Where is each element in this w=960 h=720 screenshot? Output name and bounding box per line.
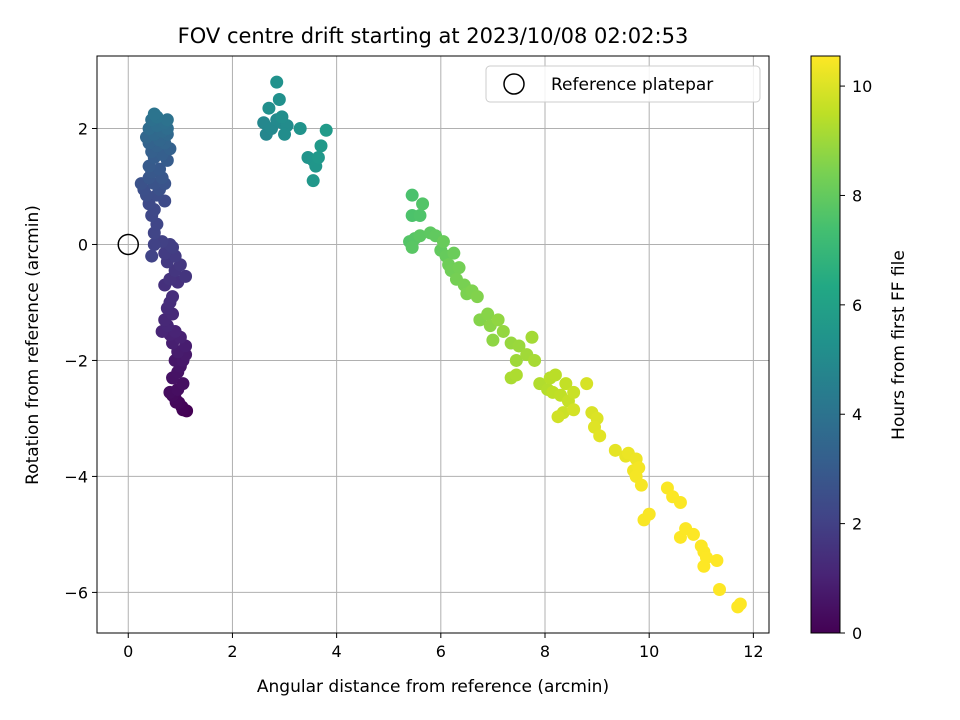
data-points <box>134 75 747 614</box>
y-axis-label: Rotation from reference (arcmin) <box>23 205 43 485</box>
data-point <box>567 385 581 399</box>
data-point <box>405 188 419 202</box>
x-tick-label: 6 <box>436 642 446 661</box>
x-tick-label: 2 <box>227 642 237 661</box>
colorbar-label: Hours from first FF file <box>889 250 909 440</box>
y-tick-label: 2 <box>78 119 88 138</box>
data-point <box>293 121 307 135</box>
data-point <box>509 368 523 382</box>
colorbar-tick-label: 8 <box>852 186 862 205</box>
data-point <box>436 235 450 249</box>
data-point <box>697 559 711 573</box>
y-tick-label: −4 <box>64 467 88 486</box>
data-point <box>525 330 539 344</box>
data-point <box>311 150 325 164</box>
data-point <box>153 162 167 176</box>
legend-marker-icon <box>503 73 525 95</box>
data-point <box>270 75 284 89</box>
grid-lines <box>97 56 769 633</box>
y-tick-label: −6 <box>64 583 88 602</box>
colorbar-tick-label: 6 <box>852 296 862 315</box>
colorbar-gradient <box>810 55 841 634</box>
data-point <box>593 429 607 443</box>
y-axis-ticks: −6 −4 −2 0 2 <box>64 119 97 602</box>
data-point <box>551 410 565 424</box>
data-point <box>306 174 320 188</box>
data-point <box>559 377 573 391</box>
data-point <box>491 313 505 327</box>
data-point <box>634 478 648 492</box>
data-point <box>548 368 562 382</box>
data-point <box>278 127 292 141</box>
x-axis-ticks: 0 2 4 6 8 10 12 <box>123 633 764 661</box>
colorbar-tick-label: 10 <box>852 77 872 96</box>
data-point <box>147 107 161 121</box>
data-point <box>481 307 495 321</box>
data-point <box>314 139 328 153</box>
data-point <box>486 333 500 347</box>
data-point <box>528 353 542 367</box>
legend: Reference platepar <box>485 65 761 103</box>
legend-box <box>485 65 761 103</box>
legend-entry: Reference platepar <box>551 75 713 95</box>
data-point <box>262 101 276 115</box>
data-point <box>405 240 419 254</box>
x-tick-label: 12 <box>743 642 763 661</box>
x-tick-label: 0 <box>123 642 133 661</box>
data-point <box>608 443 622 457</box>
data-point <box>147 237 161 251</box>
colorbar-tick-label: 2 <box>852 515 862 534</box>
data-point <box>413 229 427 243</box>
x-tick-label: 4 <box>332 642 342 661</box>
data-point <box>179 269 193 283</box>
data-point <box>580 377 594 391</box>
data-point <box>710 554 724 568</box>
data-point <box>413 208 427 222</box>
data-point <box>272 92 286 106</box>
data-point <box>686 527 700 541</box>
data-point <box>145 249 159 263</box>
data-point <box>567 403 581 417</box>
colorbar: 0 2 4 6 8 10 Hours from first FF file <box>810 55 909 643</box>
data-point <box>509 353 523 367</box>
colorbar-ticks: 0 2 4 6 8 10 <box>840 77 872 643</box>
reference-marker <box>117 233 140 256</box>
y-tick-label: 0 <box>78 235 88 254</box>
data-point <box>733 597 747 611</box>
data-point <box>713 583 727 597</box>
data-point <box>470 290 484 304</box>
x-axis-label: Angular distance from reference (arcmin) <box>257 677 609 697</box>
data-point <box>275 110 289 124</box>
data-point <box>176 377 190 391</box>
x-tick-label: 8 <box>540 642 550 661</box>
chart-title: FOV centre drift starting at 2023/10/08 … <box>178 24 689 48</box>
plot-frame <box>96 55 770 634</box>
data-point <box>160 113 174 127</box>
colorbar-tick-label: 0 <box>852 624 862 643</box>
reference-platepar-point <box>117 233 140 256</box>
x-tick-label: 10 <box>639 642 659 661</box>
data-point <box>416 197 430 211</box>
data-point <box>512 339 526 353</box>
data-point <box>496 324 510 338</box>
data-point <box>673 496 687 510</box>
data-point <box>166 290 180 304</box>
data-point <box>447 246 461 260</box>
colorbar-tick-label: 4 <box>852 405 862 424</box>
data-point <box>319 123 333 137</box>
data-point <box>452 261 466 275</box>
data-point <box>642 507 656 521</box>
y-tick-label: −2 <box>64 351 88 370</box>
